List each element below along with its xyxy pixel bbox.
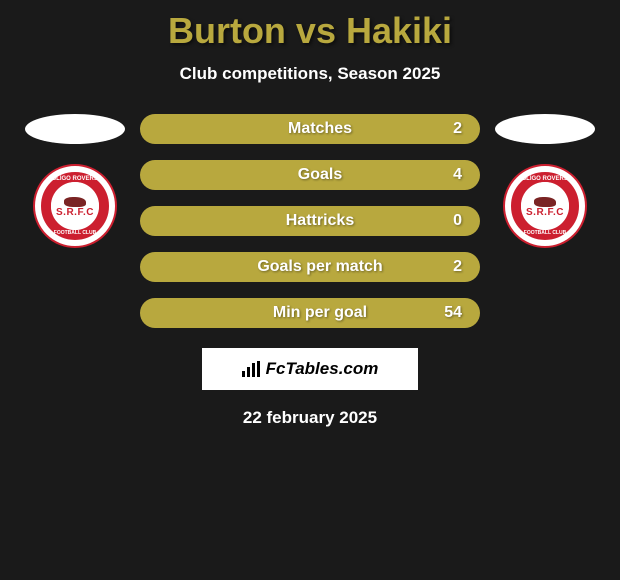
crest-animal-icon [534,197,556,207]
stat-row-hattricks: Hattricks 0 [140,206,480,236]
stat-value: 4 [422,166,462,184]
stat-row-min-per-goal: Min per goal 54 [140,298,480,328]
stat-row-goals-per-match: Goals per match 2 [140,252,480,282]
right-ellipse [495,114,595,144]
crest-text-bottom: FOOTBALL CLUB [54,230,96,236]
brand-text: FcTables.com [266,359,379,379]
subtitle: Club competitions, Season 2025 [0,64,620,84]
main-layout: SLIGO ROVERS S.R.F.C FOOTBALL CLUB Match… [0,114,620,328]
right-column: SLIGO ROVERS S.R.F.C FOOTBALL CLUB [495,114,595,248]
crest-center: S.R.F.C [51,182,99,230]
stat-value: 2 [422,258,462,276]
stat-label: Hattricks [158,212,422,230]
crest-animal-icon [64,197,86,207]
crest-abbrev: S.R.F.C [526,207,564,218]
crest-abbrev: S.R.F.C [56,207,94,218]
stat-label: Goals [158,166,422,184]
right-crest: SLIGO ROVERS S.R.F.C FOOTBALL CLUB [503,164,587,248]
crest-center: S.R.F.C [521,182,569,230]
stat-row-goals: Goals 4 [140,160,480,190]
left-crest: SLIGO ROVERS S.R.F.C FOOTBALL CLUB [33,164,117,248]
stat-value: 54 [422,304,462,322]
stat-label: Min per goal [158,304,422,322]
stat-label: Goals per match [158,258,422,276]
stat-label: Matches [158,120,422,138]
crest-text-bottom: FOOTBALL CLUB [524,230,566,236]
footer-date: 22 february 2025 [0,408,620,428]
left-ellipse [25,114,125,144]
brand-box: FcTables.com [202,348,418,390]
chart-icon [242,361,262,377]
stat-row-matches: Matches 2 [140,114,480,144]
stat-value: 2 [422,120,462,138]
left-column: SLIGO ROVERS S.R.F.C FOOTBALL CLUB [25,114,125,248]
main-container: Burton vs Hakiki Club competitions, Seas… [0,0,620,428]
stats-column: Matches 2 Goals 4 Hattricks 0 Goals per … [140,114,480,328]
page-title: Burton vs Hakiki [0,10,620,52]
stat-value: 0 [422,212,462,230]
